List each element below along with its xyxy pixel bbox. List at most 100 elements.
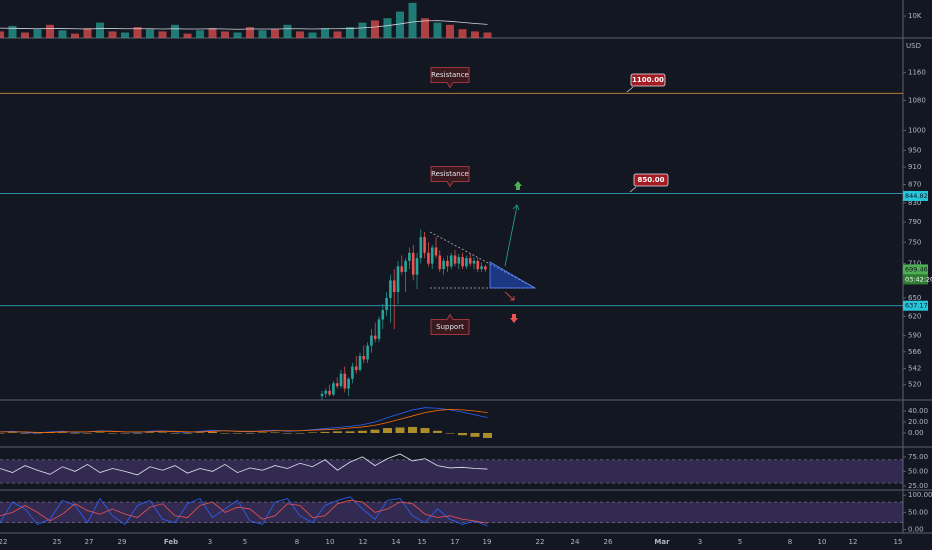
candle-body (366, 345, 369, 360)
x-tick-label: 5 (738, 538, 742, 546)
price-tag (903, 190, 928, 201)
y-tick-label: 750 (908, 238, 921, 246)
macd-histogram-bar (183, 432, 192, 434)
volume-bar (183, 33, 192, 38)
callout-label: Support (436, 323, 464, 331)
volume-bar (433, 22, 442, 38)
volume-bar (121, 32, 129, 38)
macd-histogram-bar (83, 432, 92, 434)
macd-histogram-bar (220, 432, 230, 434)
level-tag-label: 1100.00 (632, 76, 664, 84)
candle-body (351, 366, 354, 379)
macd-histogram-bar (470, 432, 480, 437)
candle-body (362, 355, 366, 360)
y-tick-label: 75.00 (908, 453, 928, 461)
rsi-line (0, 453, 488, 476)
countdown-bg (903, 274, 928, 285)
y-tick-label: 50.00 (908, 467, 928, 475)
x-tick-label: 10 (326, 538, 335, 546)
volume-bar (171, 24, 179, 38)
macd-histogram-bar (445, 432, 455, 434)
candle-body (335, 383, 339, 387)
candle-body (339, 373, 343, 387)
candle-body (373, 335, 377, 339)
x-tick-label: 17 (451, 538, 460, 546)
macd-histogram-bar (120, 432, 130, 434)
volume-bar (33, 29, 42, 38)
macd-histogram-bar (0, 432, 5, 434)
countdown: 03:42:20 (905, 275, 932, 283)
candle-body (465, 258, 468, 267)
macd-histogram-bar (283, 432, 292, 434)
candle-body (442, 260, 445, 270)
candle-body (324, 390, 328, 394)
candle-body (377, 319, 381, 339)
x-tick-label: 14 (392, 538, 401, 546)
y-tick-label: 566 (908, 348, 922, 356)
volume-bar (71, 33, 79, 38)
y-tick-label: 1080 (908, 96, 926, 104)
x-tick-label: 10 (818, 538, 827, 546)
y-tick-label: 20.00 (908, 418, 928, 426)
x-tick-label: 15 (418, 538, 427, 546)
price-tag-label: 699.46 (905, 265, 928, 273)
level-tag-label: 850.00 (637, 176, 664, 184)
y-tick-label: 25.00 (908, 482, 928, 490)
candle-body (427, 252, 430, 264)
x-tick-label: 27 (85, 538, 94, 546)
signal-line (0, 408, 488, 433)
y-tick-label: 590 (908, 332, 921, 340)
macd-histogram-bar (70, 432, 80, 434)
candle-body (328, 390, 331, 395)
volume-bar (58, 30, 67, 38)
candle-body (468, 258, 472, 264)
candle-body (476, 260, 480, 270)
candle-body (354, 366, 358, 371)
x-tick-label: 29 (118, 538, 127, 546)
volume-bar (396, 11, 404, 38)
triangle-drawing (429, 181, 537, 323)
candle-body (484, 266, 487, 270)
x-tick-label: 19 (483, 538, 492, 546)
macd-histogram-bar (320, 431, 330, 433)
candle-body (400, 266, 404, 272)
volume-bar (446, 24, 454, 38)
candle-body (320, 393, 324, 397)
macd-histogram-bar (95, 432, 105, 433)
candle-body (385, 297, 388, 311)
candle-body (453, 255, 457, 264)
volume-bar (221, 31, 229, 38)
candle-body (358, 355, 362, 371)
stoch-d-line (0, 499, 488, 524)
macd-histogram-bar (233, 432, 242, 434)
currency-label: USD (906, 42, 921, 50)
price-tag-label: 637.17 (905, 302, 928, 310)
volume-bar (358, 22, 367, 38)
volume-bar (233, 32, 242, 38)
volume-bar (408, 2, 417, 38)
macd-histogram-bar (20, 432, 30, 434)
y-tick-label: 1160 (908, 69, 926, 77)
volume-bar (296, 31, 304, 38)
macd-histogram-bar (345, 431, 355, 433)
x-tick-label: Feb (164, 538, 178, 546)
volume-bar (308, 32, 317, 38)
macd-histogram-bar (295, 432, 305, 434)
volume-bar (346, 27, 354, 38)
callout-box (430, 313, 470, 335)
candle-body (347, 378, 350, 389)
x-tick-label: 3 (698, 538, 702, 546)
macd-histogram-bar (358, 430, 367, 433)
volume-bar (146, 29, 154, 38)
macd-histogram-bar (433, 430, 442, 433)
macd-histogram-bar (158, 432, 167, 433)
volume-bar (421, 18, 429, 38)
volume-bar (471, 31, 479, 38)
volume-bar (0, 31, 4, 38)
callout-box (430, 67, 470, 89)
volume-bar (83, 28, 92, 38)
y-tick-label: 950 (908, 146, 921, 154)
volume-bar (208, 28, 217, 38)
